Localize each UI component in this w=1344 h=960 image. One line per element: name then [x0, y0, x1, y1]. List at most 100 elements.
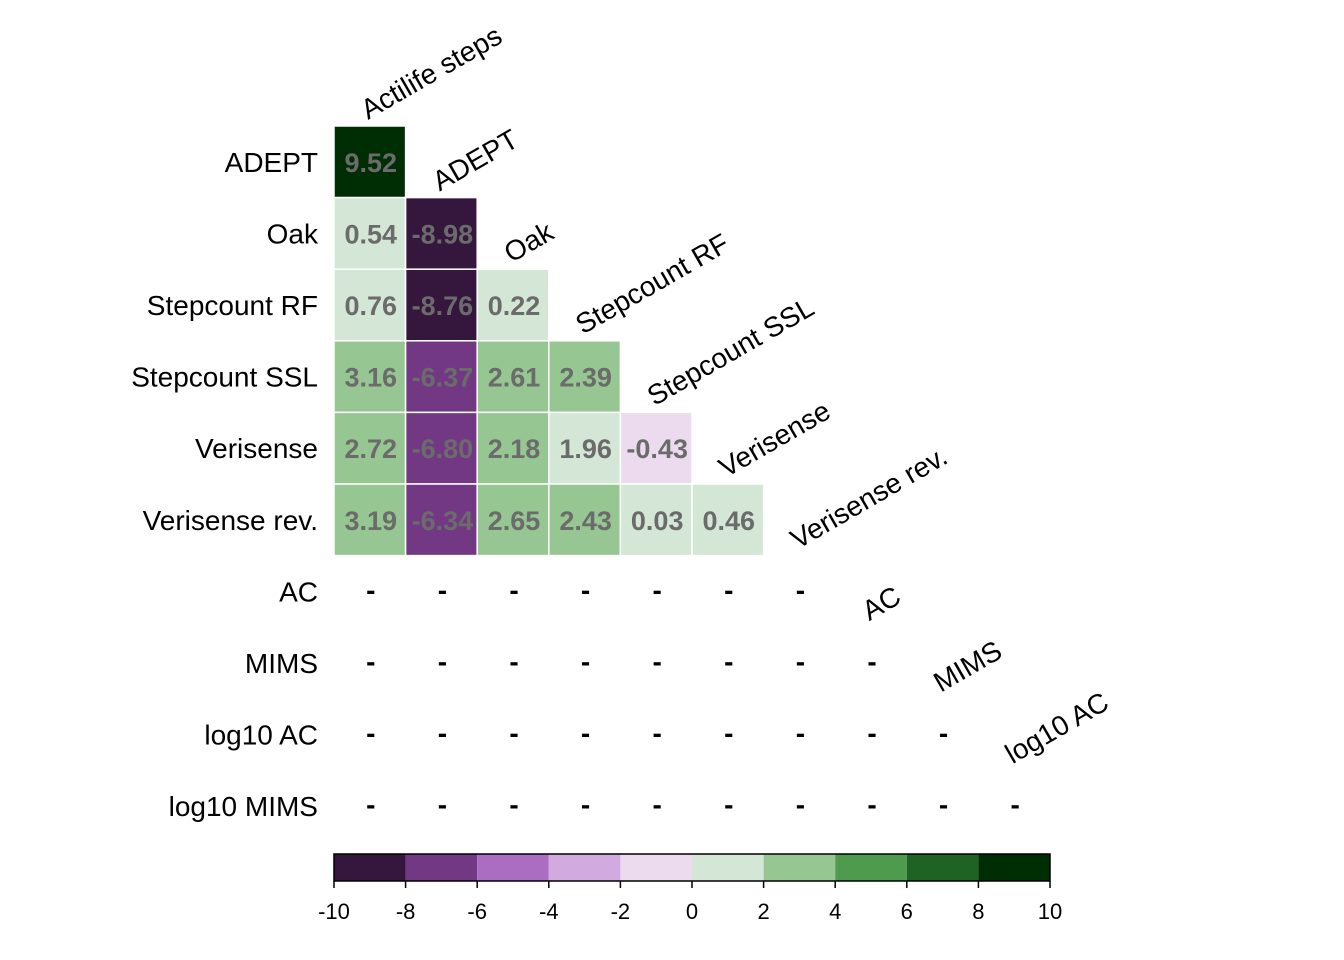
legend-swatch [334, 854, 406, 881]
missing-value-dash: - [939, 789, 948, 820]
legend-tick-label: 6 [901, 899, 913, 924]
legend-swatch [477, 854, 549, 881]
missing-value-dash: - [581, 574, 590, 605]
legend-swatch [978, 854, 1050, 881]
cell-value-label: 0.46 [703, 506, 756, 536]
missing-value-dash: - [653, 789, 662, 820]
legend-tick-label: -2 [611, 899, 631, 924]
legend-swatch [548, 854, 621, 881]
heatmap-cell [476, 340, 550, 414]
cell-value-label: 0.54 [345, 219, 398, 249]
missing-value-dash: - [867, 789, 876, 820]
cell-value-label: -8.98 [412, 219, 474, 249]
cell-value-label: 3.16 [345, 363, 398, 393]
row-label-mims: MIMS [245, 648, 318, 679]
missing-value-dash: - [509, 646, 518, 677]
cell-value-label: 2.72 [345, 434, 398, 464]
missing-value-dash: - [796, 718, 805, 749]
heatmap-cell [476, 483, 550, 557]
row-label-ac: AC [279, 576, 318, 607]
heatmap-cell [404, 196, 478, 270]
missing-value-dash: - [366, 646, 375, 677]
column-label-adept: ADEPT [427, 123, 523, 197]
cell-value-label: -8.76 [412, 291, 474, 321]
missing-value-dash: - [796, 789, 805, 820]
cell-value-label: 0.22 [488, 291, 541, 321]
legend-tick-label: -10 [318, 899, 350, 924]
row-label-log10-mims: log10 MIMS [169, 791, 318, 822]
missing-value-dash: - [509, 574, 518, 605]
row-label-adept: ADEPT [225, 147, 318, 178]
legend-tick-label: 2 [757, 899, 769, 924]
missing-value-dash: - [653, 646, 662, 677]
heatmap-cell [619, 483, 693, 557]
missing-value-dash: - [366, 718, 375, 749]
missing-value-dash: - [724, 718, 733, 749]
missing-value-dash: - [581, 718, 590, 749]
legend-swatch [835, 854, 907, 881]
missing-value-dash: - [366, 789, 375, 820]
row-label-stepcount-rf: Stepcount RF [147, 290, 318, 321]
missing-value-dash: - [581, 789, 590, 820]
missing-value-dash: - [867, 718, 876, 749]
row-label-oak: Oak [267, 218, 319, 249]
heatmap-cell [476, 411, 550, 485]
column-label-log10-ac: log10 AC [1000, 686, 1114, 770]
column-label-mims: MIMS [928, 635, 1007, 698]
row-label-log10-ac: log10 AC [204, 720, 318, 751]
legend-tick-label: 4 [829, 899, 841, 924]
heatmap-cell [691, 483, 765, 557]
cell-value-label: -6.34 [412, 506, 474, 536]
row-label-verisense: Verisense [195, 433, 318, 464]
missing-value-dash: - [653, 718, 662, 749]
column-label-stepcount-rf: Stepcount RF [570, 228, 734, 340]
cell-value-label: 3.19 [345, 506, 398, 536]
heatmap-cell [619, 411, 693, 485]
missing-value-dash: - [939, 718, 948, 749]
missing-value-dash: - [724, 646, 733, 677]
heatmap-cell [333, 196, 407, 270]
cell-value-label: 2.43 [559, 506, 612, 536]
legend-swatch [692, 854, 764, 881]
column-label-actilife-steps: Actilife steps [356, 20, 508, 125]
missing-value-dash: - [509, 789, 518, 820]
cell-value-label: 9.52 [345, 148, 398, 178]
cell-value-label: 2.61 [488, 363, 541, 393]
missing-value-dash: - [509, 718, 518, 749]
cell-value-label: 1.96 [559, 434, 612, 464]
row-labels: ADEPT Oak Stepcount RF Stepcount SSL Verisen… [131, 147, 319, 822]
column-label-stepcount-ssl: Stepcount SSL [642, 291, 819, 411]
legend-tick-label: 8 [972, 899, 984, 924]
row-label-verisense-rev: Verisense rev. [143, 505, 318, 536]
missing-value-dash: - [581, 646, 590, 677]
missing-value-dash: - [724, 789, 733, 820]
missing-value-dash: - [796, 574, 805, 605]
cell-value-label: -0.43 [626, 434, 688, 464]
color-legend: -10 -8 -6 -4 -2 0 2 4 6 8 10 [318, 853, 1062, 924]
column-label-ac: AC [857, 580, 906, 626]
row-label-stepcount-ssl: Stepcount SSL [131, 362, 318, 393]
legend-tick-label: -8 [396, 899, 416, 924]
missing-value-dash: - [438, 574, 447, 605]
column-label-verisense-rev: Verisense rev. [785, 440, 952, 555]
heatmap-cells: 9.52 0.54 -8.98 0.76 -8.76 0.22 3.16 -6.37 2.61 2… [333, 125, 1020, 820]
cell-value-label: -6.80 [412, 434, 474, 464]
missing-value-dash: - [867, 646, 876, 677]
column-label-verisense: Verisense [714, 395, 836, 483]
legend-swatch [906, 854, 979, 881]
missing-value-dash: - [724, 574, 733, 605]
cell-value-label: 2.65 [488, 506, 541, 536]
column-label-oak: Oak [499, 215, 560, 268]
legend-swatch [620, 854, 692, 881]
legend-swatch [405, 854, 478, 881]
cell-value-label: 0.76 [345, 291, 398, 321]
legend-tick-label: 10 [1038, 899, 1062, 924]
missing-value-dash: - [653, 574, 662, 605]
missing-value-dash: - [438, 718, 447, 749]
missing-value-dash: - [796, 646, 805, 677]
legend-tick-label: -6 [467, 899, 487, 924]
missing-value-dash: - [1011, 789, 1020, 820]
heatmap-cell [404, 340, 478, 414]
cell-value-label: -6.37 [412, 363, 474, 393]
